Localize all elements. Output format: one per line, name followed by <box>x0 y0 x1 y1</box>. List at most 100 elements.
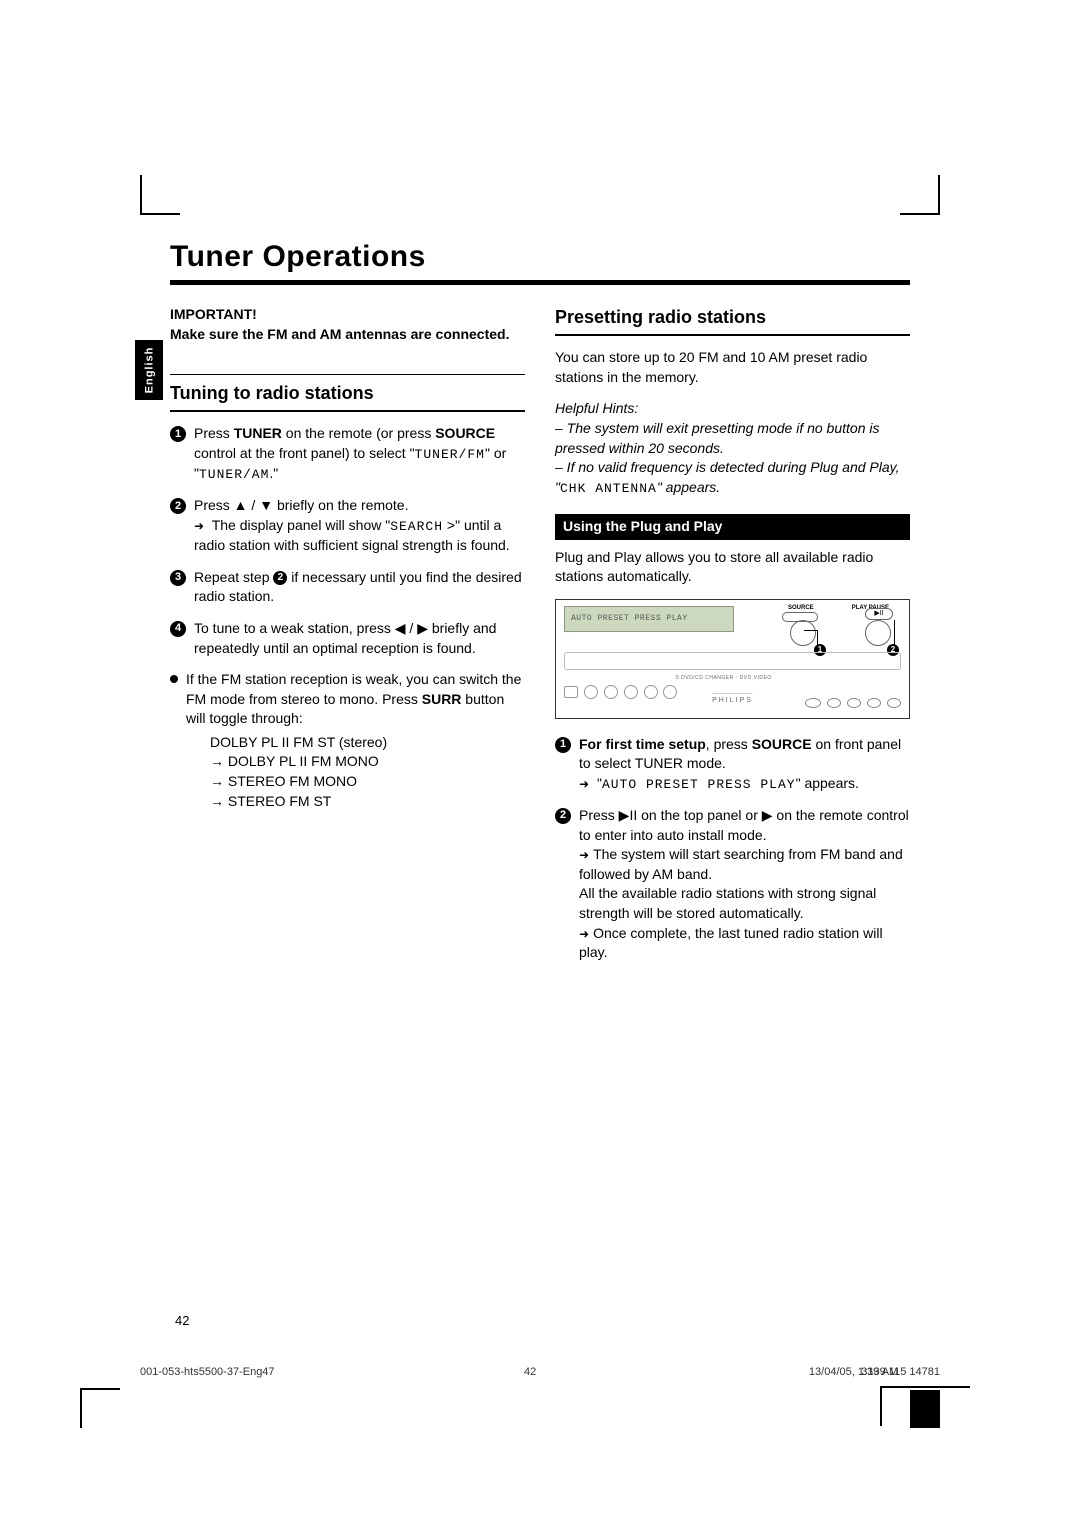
bullet-icon <box>170 675 178 683</box>
plugplay-intro: Plug and Play allows you to store all av… <box>555 548 910 587</box>
intro-text: You can store up to 20 FM and 10 AM pres… <box>555 348 910 387</box>
important-heading: IMPORTANT! <box>170 305 525 325</box>
crop-mark <box>80 1388 82 1428</box>
display-text: CHK ANTENNA <box>560 481 657 496</box>
crop-mark <box>900 213 940 215</box>
step-body: To tune to a weak station, press ◀ / ▶ b… <box>194 619 525 658</box>
step-2: 2 Press ▲ / ▼ briefly on the remote. The… <box>170 496 525 555</box>
step-number-icon: 3 <box>170 570 186 586</box>
source-label: SOURCE <box>788 604 814 612</box>
step-1: 1 Press TUNER on the remote (or press SO… <box>170 424 525 484</box>
section-heading-tuning: Tuning to radio stations <box>170 381 525 406</box>
result-line: Once complete, the last tuned radio stat… <box>579 924 910 963</box>
section-rule <box>555 334 910 336</box>
bullet-item: If the FM station reception is weak, you… <box>170 670 525 811</box>
footer-page: 42 <box>524 1366 536 1378</box>
result-line: The display panel will show "SEARCH >" u… <box>194 516 525 556</box>
step-number-icon: 1 <box>170 426 186 442</box>
right-controls <box>805 698 901 708</box>
important-text: Make sure the FM and AM antennas are con… <box>170 325 525 345</box>
step-body: Press ▲ / ▼ briefly on the remote. The d… <box>194 496 525 555</box>
language-tab: English <box>135 340 163 400</box>
footer: 001-053-hts5500-37-Eng47 42 13/04/05, 1:… <box>140 1366 940 1378</box>
step-number-icon: 1 <box>555 737 571 753</box>
step-body: Repeat step 2 if necessary until you fin… <box>194 568 525 607</box>
dvd-icon <box>564 686 578 698</box>
text: control at the front panel) to select " <box>194 445 415 461</box>
disc-tray-icon <box>564 652 901 670</box>
text: The display panel will show " <box>212 517 391 533</box>
text: Press ▲ / ▼ briefly on the remote. <box>194 496 525 516</box>
control-icon <box>887 698 901 708</box>
control-icon <box>827 698 841 708</box>
step-number-icon: 4 <box>170 621 186 637</box>
text: , press <box>706 736 752 752</box>
section-rule <box>170 374 525 375</box>
text: All the available radio stations with st… <box>579 884 910 923</box>
step-body: For first time setup, press SOURCE on fr… <box>579 735 910 794</box>
playpause-button-icon: ▶II <box>865 608 893 620</box>
text: on the remote (or press <box>282 425 435 441</box>
page-number: 42 <box>175 1313 189 1328</box>
section-rule <box>170 410 525 412</box>
tray-label: 5 DVD/CD CHANGER · DVD VIDEO <box>676 675 772 682</box>
device-diagram: AUTO PRESET PRESS PLAY SOURCE PLAY PAUSE… <box>555 599 910 719</box>
mode-item: DOLBY PL II FM ST (stereo) <box>210 733 525 753</box>
text: TUNER <box>234 425 282 441</box>
text: SOURCE <box>435 425 495 441</box>
result-line: "AUTO PRESET PRESS PLAY" appears. <box>579 774 910 794</box>
section-heading-presetting: Presetting radio stations <box>555 305 910 330</box>
hint-2: – If no valid frequency is detected duri… <box>555 458 910 498</box>
callout-line <box>893 620 895 646</box>
text: Press <box>194 425 234 441</box>
hint-1: – The system will exit presetting mode i… <box>555 419 910 458</box>
right-column: Presetting radio stations You can store … <box>555 305 910 975</box>
disc-icon <box>644 685 658 699</box>
step-number-icon: 2 <box>555 808 571 824</box>
display-text: TUNER/FM <box>415 447 485 462</box>
bullet-body: If the FM station reception is weak, you… <box>186 670 525 811</box>
text: " appears. <box>657 479 720 495</box>
two-columns: IMPORTANT! Make sure the FM and AM anten… <box>170 305 910 975</box>
mode-list: DOLBY PL II FM ST (stereo) → DOLBY PL II… <box>186 733 525 811</box>
diagram-display: AUTO PRESET PRESS PLAY <box>564 606 734 632</box>
crop-mark <box>80 1388 120 1390</box>
diagram-top: AUTO PRESET PRESS PLAY SOURCE PLAY PAUSE… <box>564 606 901 644</box>
crop-mark <box>910 1390 940 1428</box>
text: For first time setup <box>579 736 706 752</box>
step-body: Press ▶II on the top panel or ▶ on the r… <box>579 806 910 963</box>
text: Repeat step <box>194 569 273 585</box>
text: SURR <box>422 691 462 707</box>
control-icon <box>847 698 861 708</box>
subsection-bar: Using the Plug and Play <box>555 514 910 540</box>
page-content: English Tuner Operations IMPORTANT! Make… <box>170 240 910 975</box>
disc-icon <box>663 685 677 699</box>
footer-right: 13/04/05, 1:39 AM 3139 115 14781 <box>809 1366 940 1378</box>
right-step-1: 1 For first time setup, press SOURCE on … <box>555 735 910 794</box>
crop-mark <box>938 175 940 215</box>
mode-item: → STEREO FM ST <box>210 792 525 812</box>
disc-icon <box>624 685 638 699</box>
right-step-2: 2 Press ▶II on the top panel or ▶ on the… <box>555 806 910 963</box>
step-ref-icon: 2 <box>273 571 287 585</box>
mode-item: → STEREO FM MONO <box>210 772 525 792</box>
left-column: IMPORTANT! Make sure the FM and AM anten… <box>170 305 525 975</box>
page-title: Tuner Operations <box>170 240 910 274</box>
diagram-controls: SOURCE PLAY PAUSE ▶II 1 2 <box>740 606 901 644</box>
step-number-icon: 2 <box>170 498 186 514</box>
text: " appears. <box>796 775 859 791</box>
text: ." <box>269 465 278 481</box>
language-label: English <box>143 347 155 394</box>
display-text: SEARCH <box>390 519 443 534</box>
step-body: Press TUNER on the remote (or press SOUR… <box>194 424 525 484</box>
crop-mark <box>140 213 180 215</box>
disc-icon <box>604 685 618 699</box>
display-text: AUTO PRESET PRESS PLAY <box>602 777 796 792</box>
diagram-bottom: PHILIPS <box>564 682 901 712</box>
disc-icon <box>584 685 598 699</box>
footer-code: 3139 115 14781 <box>861 1366 940 1378</box>
step-3: 3 Repeat step 2 if necessary until you f… <box>170 568 525 607</box>
hints-label: Helpful Hints: <box>555 399 910 419</box>
crop-mark <box>140 175 142 215</box>
brand-label: PHILIPS <box>712 693 753 706</box>
